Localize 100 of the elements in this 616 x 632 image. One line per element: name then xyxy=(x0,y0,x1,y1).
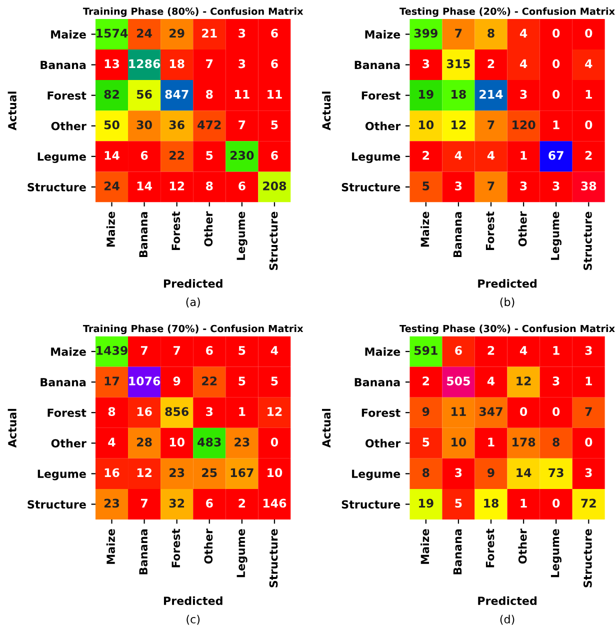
text: (a) xyxy=(186,298,200,308)
data-label: 12 xyxy=(452,120,466,130)
y-axis-title: Actual xyxy=(322,408,331,448)
data-label: 0 xyxy=(552,90,560,99)
data-label: 3 xyxy=(455,468,462,478)
data-label: 4 xyxy=(108,438,116,446)
data-label: 4 xyxy=(520,59,528,68)
data-label: 0 xyxy=(552,498,560,508)
y-tick-label: Banana xyxy=(354,378,400,386)
data-label: 14 xyxy=(137,182,152,190)
data-label: 5 xyxy=(422,182,430,190)
data-label: 11 xyxy=(235,90,250,99)
data-label: 10 xyxy=(170,438,184,447)
x-tick-label: Forest xyxy=(486,212,494,250)
data-label: 8 xyxy=(488,28,494,38)
y-tick-label: Other xyxy=(51,122,86,130)
data-label: 1 xyxy=(239,407,246,416)
data-label: 28 xyxy=(137,438,152,447)
x-tick-label: Structure xyxy=(269,212,278,270)
data-label: 14 xyxy=(104,151,120,160)
data-label: 8 xyxy=(206,90,213,99)
data-label: 3 xyxy=(238,59,246,68)
data-label: 82 xyxy=(104,90,119,99)
data-label: 1076 xyxy=(129,376,160,386)
data-label: 8 xyxy=(108,407,116,416)
data-label: 4 xyxy=(585,59,592,68)
data-label: 6 xyxy=(271,59,278,68)
x-axis-title: Predicted xyxy=(478,596,536,605)
data-label: 72 xyxy=(581,498,596,508)
data-label: 6 xyxy=(206,498,213,508)
data-label: 7 xyxy=(238,120,246,130)
data-label: 146 xyxy=(263,498,286,508)
y-tick-label: Forest xyxy=(362,91,400,100)
data-label: 9 xyxy=(173,376,180,386)
data-label: 38 xyxy=(581,181,596,190)
data-label: 10 xyxy=(268,468,282,478)
data-label: 5 xyxy=(238,346,246,355)
data-label: 1 xyxy=(520,498,527,508)
data-label: 18 xyxy=(484,498,498,508)
data-label: 1439 xyxy=(96,346,128,355)
x-tick-label: Maize xyxy=(106,212,115,247)
data-label: 9 xyxy=(422,407,430,416)
data-label: 36 xyxy=(169,120,184,130)
data-label: 1 xyxy=(553,346,560,355)
chart-title: Testing Phase (20%) - Confusion Matrix xyxy=(400,7,615,17)
x-tick-label: Forest xyxy=(172,212,180,250)
y-tick-label: Legume xyxy=(38,152,86,163)
x-tick-label: Maize xyxy=(420,212,430,247)
x-tick-label: Banana xyxy=(139,529,148,574)
data-label: 17 xyxy=(104,376,120,386)
data-label: 1 xyxy=(488,438,494,446)
data-label: 1286 xyxy=(129,59,160,68)
data-label: 0 xyxy=(552,59,560,68)
x-tick-label: Legume xyxy=(550,212,562,260)
data-label: 1 xyxy=(520,151,527,160)
data-label: 1 xyxy=(553,120,560,130)
x-tick-label: Structure xyxy=(269,529,278,588)
data-label: 3 xyxy=(552,181,560,190)
data-label: 7 xyxy=(174,346,180,355)
y-tick-label: Maize xyxy=(365,30,400,39)
data-label: 25 xyxy=(202,468,217,478)
x-tick-label: Maize xyxy=(106,529,115,564)
data-label: 23 xyxy=(104,498,120,508)
data-label: 50 xyxy=(104,120,120,130)
data-label: 7 xyxy=(585,407,592,416)
x-tick-label: Other xyxy=(204,528,213,564)
data-label: 4 xyxy=(270,346,278,355)
data-label: 4 xyxy=(487,151,495,160)
data-label: 4 xyxy=(454,151,462,160)
data-label: 0 xyxy=(270,438,278,447)
x-axis-title: Predicted xyxy=(478,279,536,288)
data-label: 3 xyxy=(206,407,213,416)
data-label: 12 xyxy=(170,181,184,190)
data-label: 0 xyxy=(552,407,560,416)
x-tick-label: Forest xyxy=(486,528,494,568)
data-label: 856 xyxy=(165,407,189,416)
y-tick-label: Legume xyxy=(352,470,400,480)
x-axis-title: Predicted xyxy=(164,279,222,288)
y-axis-title: Actual xyxy=(8,92,16,130)
data-label: 16 xyxy=(104,468,120,478)
x-tick-label: Structure xyxy=(583,212,592,270)
data-label: 167 xyxy=(230,468,254,478)
data-label: 7 xyxy=(488,182,494,190)
x-tick-label: Other xyxy=(204,211,213,246)
x-tick-label: Legume xyxy=(236,529,248,578)
data-label: 3 xyxy=(585,468,592,478)
data-label: 178 xyxy=(512,438,536,447)
data-label: 6 xyxy=(455,346,462,355)
data-label: 30 xyxy=(136,120,152,130)
x-tick-label: Maize xyxy=(420,529,430,564)
data-label: 10 xyxy=(452,438,466,447)
data-label: 1 xyxy=(586,376,592,386)
data-label: 6 xyxy=(140,150,148,160)
data-label: 4 xyxy=(520,28,528,38)
data-label: 12 xyxy=(137,468,152,477)
data-label: 0 xyxy=(552,28,560,38)
data-label: 7 xyxy=(206,59,213,68)
y-tick-label: Maize xyxy=(365,347,400,356)
y-tick-label: Banana xyxy=(354,60,400,70)
data-label: 483 xyxy=(198,438,221,447)
